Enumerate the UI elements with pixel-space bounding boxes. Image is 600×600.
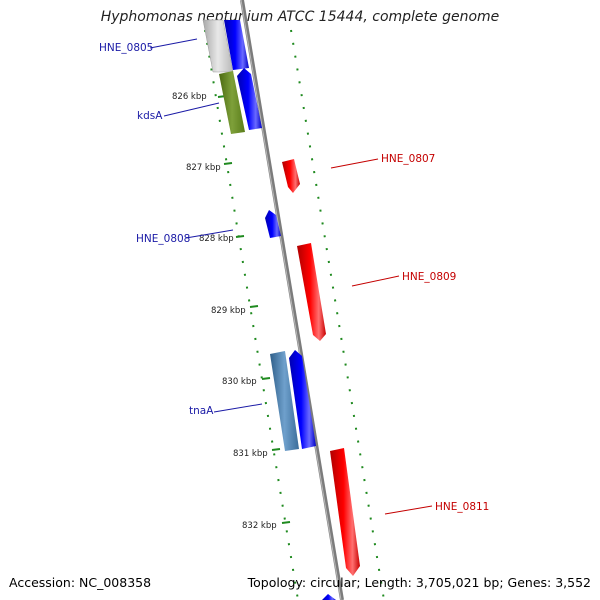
- tick-mark-827: [223, 162, 233, 165]
- leader-hne0809: [351, 275, 400, 287]
- leader-kdsA: [163, 102, 220, 117]
- label-hne0807[interactable]: HNE_0807: [381, 153, 435, 165]
- gc-track-right: [290, 29, 385, 600]
- tick-mark-830: [261, 377, 271, 380]
- leader-tnaA: [213, 403, 263, 413]
- leader-hne0808: [185, 229, 234, 239]
- tick-label-829: 829 kbp: [211, 306, 246, 316]
- tick-label-826: 826 kbp: [172, 92, 207, 102]
- tick-mark-828: [235, 235, 245, 238]
- gene-feature-hne0805[interactable]: [224, 20, 249, 70]
- gene-feature-hne0809[interactable]: [297, 243, 326, 341]
- genome-info-label: Topology: circular; Length: 3,705,021 bp…: [247, 575, 591, 590]
- genome-backbone: [240, 0, 344, 600]
- gene-feature-hne0807[interactable]: [282, 159, 300, 193]
- gene-feature-hne0811[interactable]: [330, 448, 360, 576]
- genome-backbone-highlight: [240, 0, 342, 600]
- tick-mark-829: [249, 305, 259, 308]
- gene-feature-blue-near-tnaA[interactable]: [289, 350, 316, 449]
- gene-feature-kdsA[interactable]: [219, 71, 245, 134]
- label-hne0805[interactable]: HNE_0805: [99, 42, 153, 54]
- tick-label-828: 828 kbp: [199, 234, 234, 244]
- gene-feature-bottom-blue[interactable]: [322, 594, 336, 600]
- label-hne0811[interactable]: HNE_0811: [435, 501, 489, 513]
- leader-hne0807: [330, 158, 379, 169]
- tick-mark-831: [271, 448, 281, 451]
- tick-mark-832: [281, 521, 291, 524]
- leader-hne0811: [384, 505, 433, 515]
- map-title: Hyphomonas neptunium ATCC 15444, complet…: [100, 9, 500, 25]
- gene-feature-hne0808[interactable]: [265, 210, 281, 238]
- label-kdsA[interactable]: kdsA: [137, 110, 163, 122]
- gene-feature-tnaA[interactable]: [270, 351, 299, 451]
- tick-label-831: 831 kbp: [233, 449, 268, 459]
- accession-label: Accession: NC_008358: [9, 575, 152, 590]
- leader-hne0805: [149, 38, 198, 49]
- label-hne0808[interactable]: HNE_0808: [136, 233, 190, 245]
- tick-label-832: 832 kbp: [242, 521, 277, 531]
- gene-feature-blue-near-kdsA[interactable]: [237, 68, 262, 130]
- tick-label-827: 827 kbp: [186, 163, 221, 173]
- label-hne0809[interactable]: HNE_0809: [402, 271, 456, 283]
- label-tnaA[interactable]: tnaA: [189, 405, 214, 417]
- gc-track-left: [204, 29, 299, 600]
- tick-label-830: 830 kbp: [222, 377, 257, 387]
